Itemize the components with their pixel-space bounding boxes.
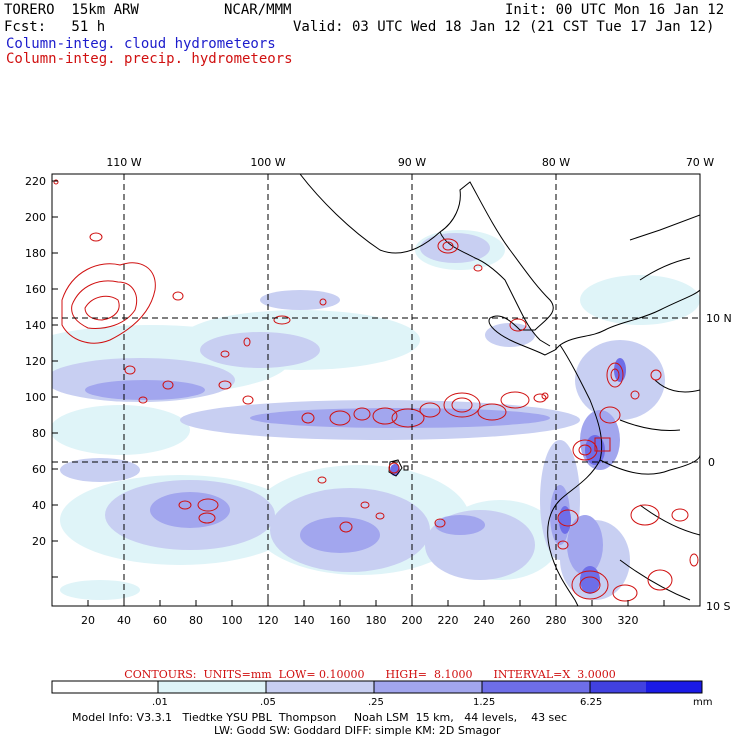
- model-title: TORERO 15km ARW: [4, 2, 139, 18]
- lat-label: 0: [708, 456, 715, 469]
- x-tick-label: 260: [510, 614, 531, 627]
- lon-label: 90 W: [398, 156, 426, 169]
- axis-ticks: [52, 180, 665, 606]
- x-tick-label: 320: [618, 614, 639, 627]
- lat-lon-grid: [52, 174, 700, 606]
- colorbar-label: 6.25: [580, 697, 603, 708]
- x-tick-label: 20: [81, 614, 95, 627]
- y-tick-label: 140: [25, 319, 46, 332]
- x-tick-label: 120: [258, 614, 279, 627]
- y-tick-label: 60: [32, 463, 46, 476]
- lon-label: 70 W: [686, 156, 714, 169]
- contour-info: CONTOURS: UNITS=mm LOW= 0.10000 HIGH= 8.…: [124, 668, 616, 681]
- y-tick-label: 20: [32, 535, 46, 548]
- x-tick-label: 280: [546, 614, 567, 627]
- center-label: NCAR/MMM: [224, 2, 292, 18]
- colorbar-label: 1.25: [473, 697, 496, 708]
- lat-label: 10 S: [706, 600, 730, 613]
- y-tick-label: 40: [32, 499, 46, 512]
- colorbar-segment: [646, 681, 702, 693]
- model-info-line2: LW: Godd SW: Goddard DIFF: simple KM: 2D…: [214, 724, 501, 737]
- colorbar-segment: [590, 681, 646, 693]
- y-tick-label: 220: [25, 175, 46, 188]
- color-bar: [51, 680, 703, 694]
- y-tick-label: 120: [25, 355, 46, 368]
- colorbar-label: .25: [368, 697, 384, 708]
- valid-time: Valid: 03 UTC Wed 18 Jan 12 (21 CST Tue …: [293, 19, 715, 35]
- precip-contours: [53, 179, 699, 602]
- cloud-shading: [52, 230, 700, 600]
- colorbar-segment: [266, 681, 374, 693]
- colorbar-label: .05: [260, 697, 276, 708]
- x-tick-label: 140: [294, 614, 315, 627]
- lon-label: 110 W: [106, 156, 141, 169]
- colorbar-label: .01: [152, 697, 168, 708]
- lat-label: 10 N: [706, 312, 732, 325]
- y-tick-label: 180: [25, 247, 46, 260]
- y-tick-labels: 220 200 180 160 140 120 100 80 60 40 20: [25, 175, 46, 548]
- colorbar-segment: [158, 681, 266, 693]
- field-precip-label: Column-integ. precip. hydrometeors: [6, 51, 293, 67]
- x-tick-label: 300: [582, 614, 603, 627]
- x-tick-labels: 20 40 60 80 100 120 140 160 180 200 220 …: [81, 614, 639, 627]
- colorbar-segment: [52, 681, 158, 693]
- x-tick-label: 200: [402, 614, 423, 627]
- colorbar-segment: [482, 681, 590, 693]
- y-tick-label: 200: [25, 211, 46, 224]
- coastlines: [299, 174, 700, 606]
- y-tick-label: 80: [32, 427, 46, 440]
- lon-label: 80 W: [542, 156, 570, 169]
- model-info-line1: Model Info: V3.3.1 Tiedtke YSU PBL Thomp…: [72, 711, 568, 724]
- colorbar-units: mm: [693, 697, 713, 708]
- x-tick-label: 80: [189, 614, 203, 627]
- forecast-hour: Fcst: 51 h: [4, 19, 106, 35]
- y-tick-label: 100: [25, 391, 46, 404]
- x-tick-label: 100: [222, 614, 243, 627]
- x-tick-label: 60: [153, 614, 167, 627]
- field-cloud-label: Column-integ. cloud hydrometeors: [6, 36, 276, 52]
- x-tick-label: 160: [330, 614, 351, 627]
- colorbar-segment: [374, 681, 482, 693]
- x-tick-label: 240: [474, 614, 495, 627]
- lon-labels: 110 W 100 W 90 W 80 W 70 W: [106, 156, 714, 169]
- x-tick-label: 220: [438, 614, 459, 627]
- lat-labels: 10 N 0 10 S: [706, 312, 732, 613]
- x-tick-label: 180: [366, 614, 387, 627]
- y-tick-label: 160: [25, 283, 46, 296]
- init-time: Init: 00 UTC Mon 16 Jan 12: [505, 2, 725, 18]
- x-tick-label: 40: [117, 614, 131, 627]
- lon-label: 100 W: [250, 156, 285, 169]
